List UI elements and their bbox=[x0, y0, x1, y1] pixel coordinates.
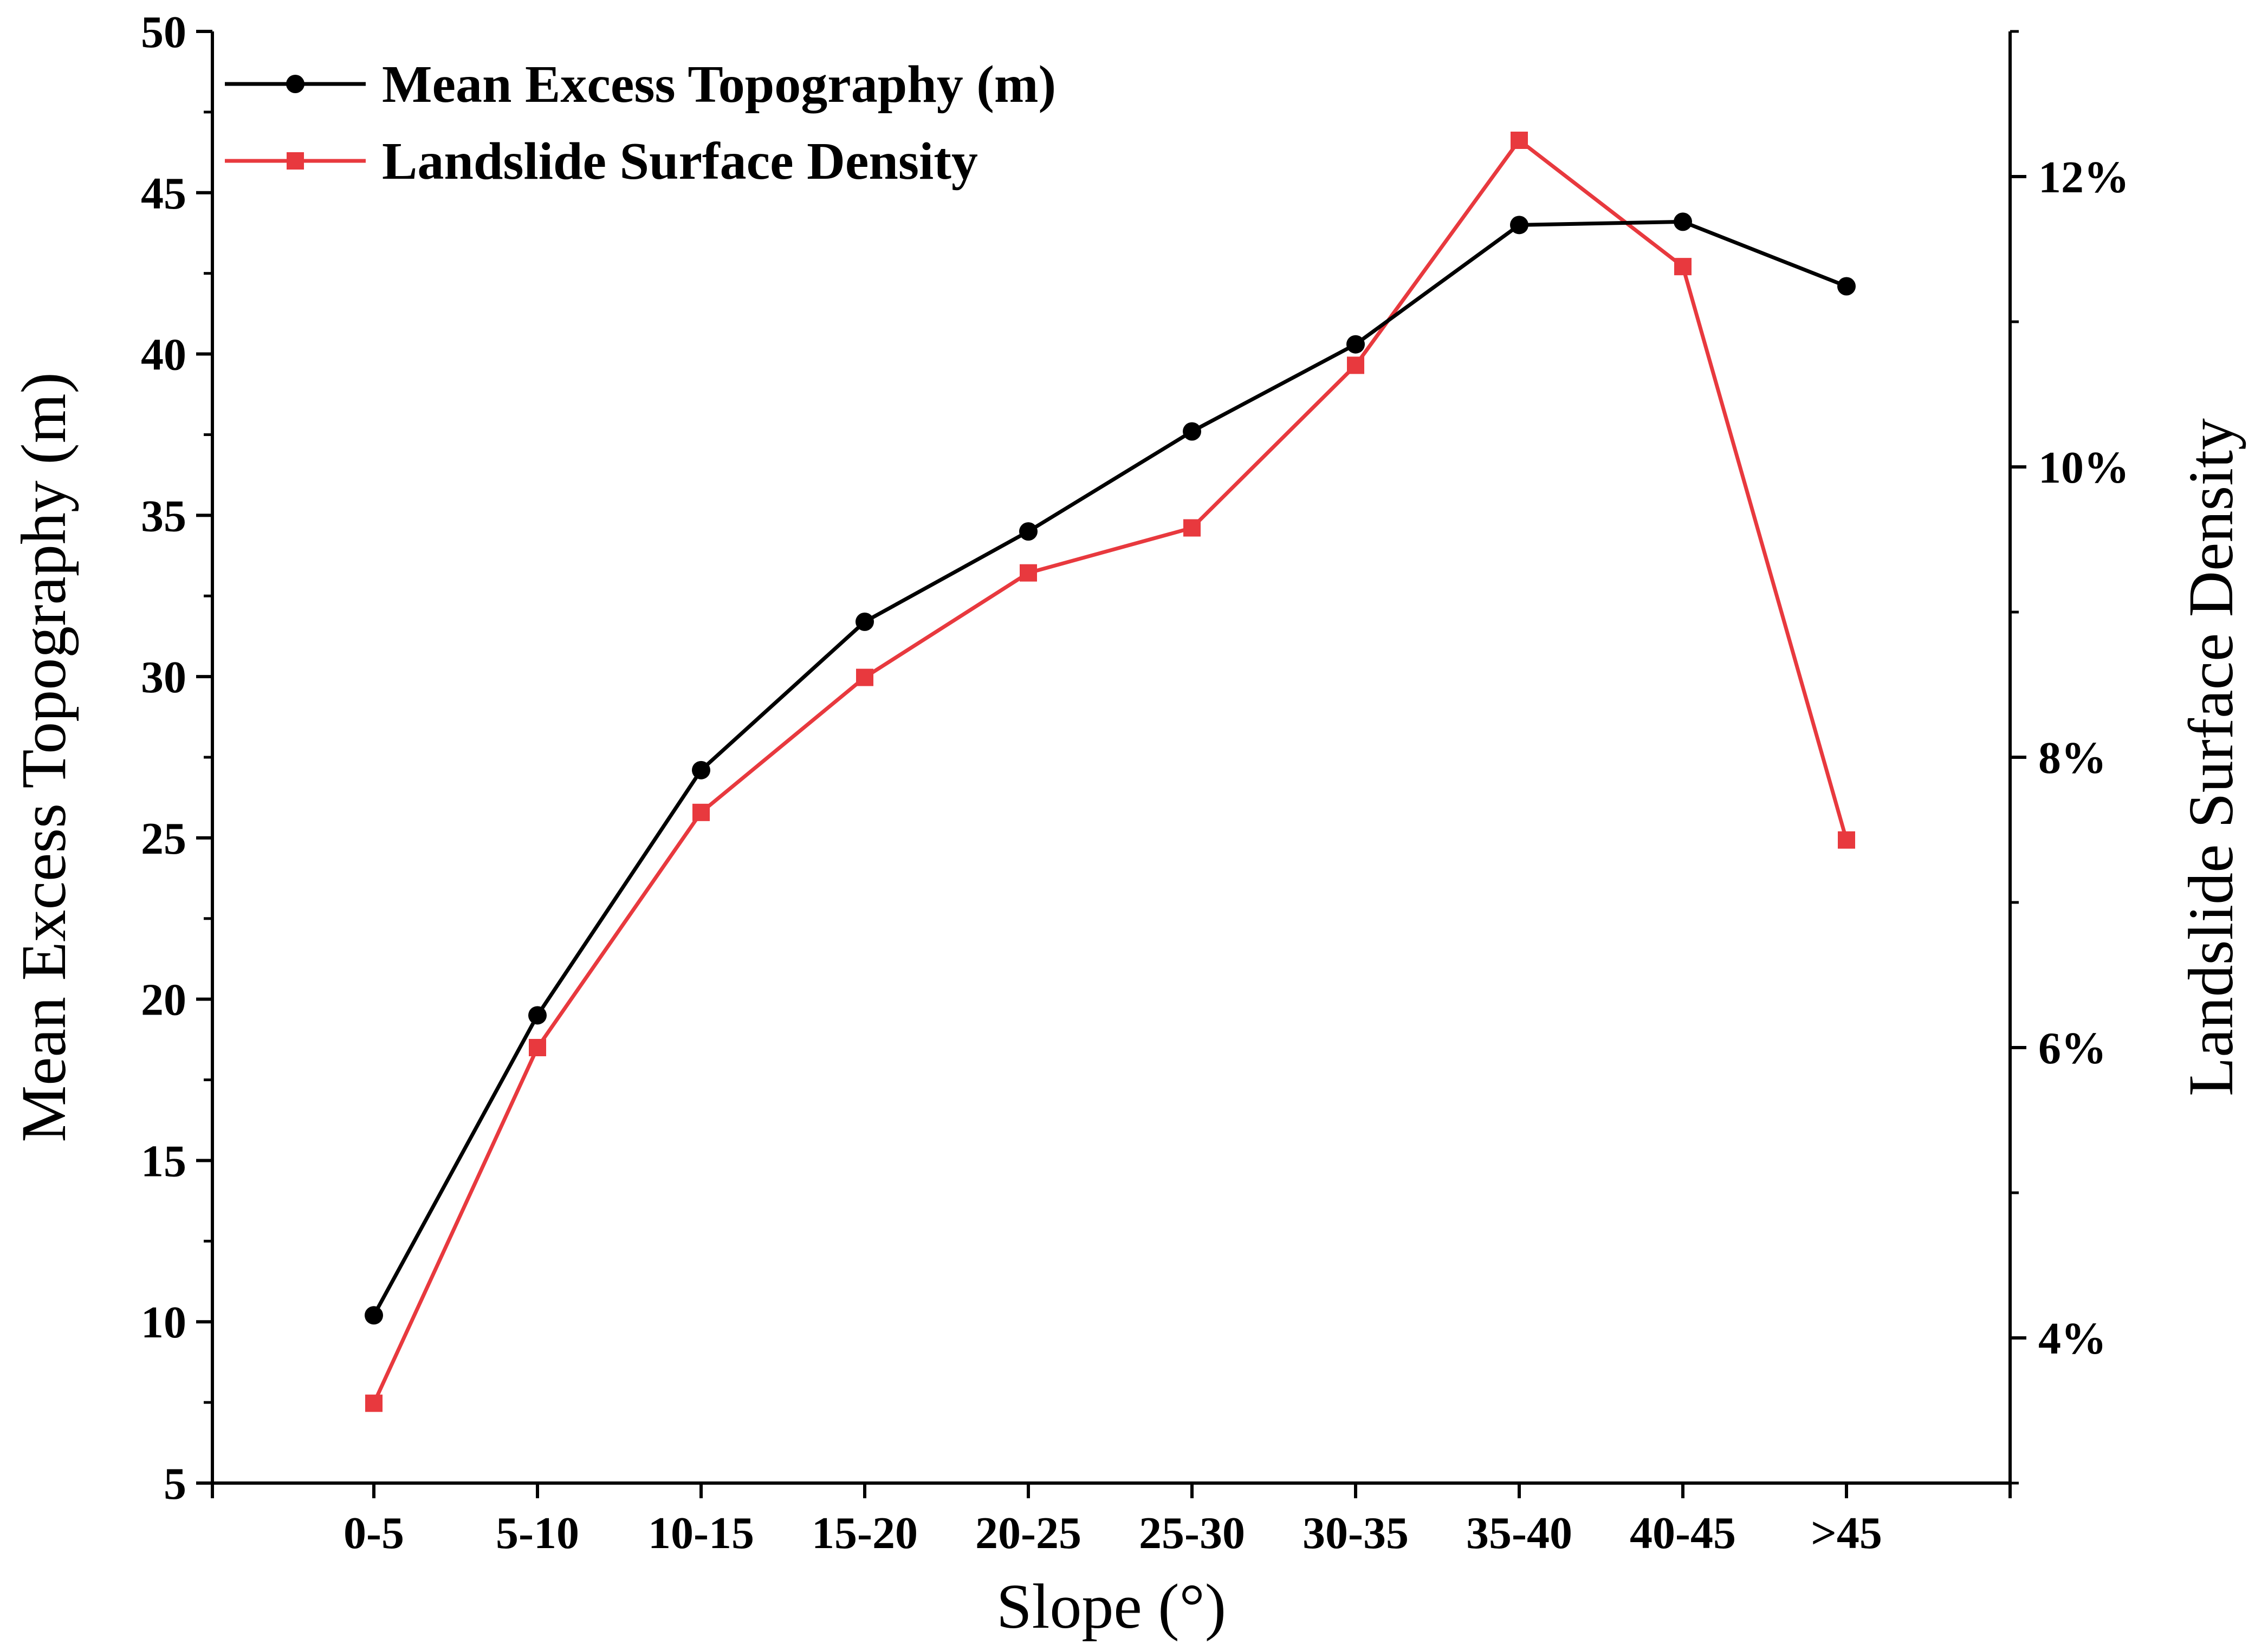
data-point-topography bbox=[1510, 216, 1528, 235]
y2-tick-label: 6% bbox=[2038, 1023, 2107, 1074]
x-tick-label: 0-5 bbox=[344, 1508, 404, 1558]
data-point-density bbox=[1347, 356, 1364, 374]
data-point-topography bbox=[1346, 335, 1365, 354]
data-point-topography bbox=[692, 760, 710, 779]
legend-swatch-marker bbox=[287, 152, 304, 170]
legend-label: Mean Excess Topography (m) bbox=[382, 55, 1056, 114]
data-point-topography bbox=[1837, 277, 1856, 296]
data-point-density bbox=[1183, 519, 1201, 537]
x-tick-label: 5-10 bbox=[496, 1508, 579, 1558]
x-tick-label: >45 bbox=[1811, 1508, 1882, 1558]
y2-axis-title: Landslide Surface Density bbox=[2175, 418, 2246, 1096]
y2-tick-label: 10% bbox=[2038, 443, 2129, 493]
data-point-density bbox=[1511, 132, 1528, 149]
y-axis-title: Mean Excess Topography (m) bbox=[8, 372, 79, 1142]
y-tick-label: 50 bbox=[141, 7, 186, 57]
data-point-density bbox=[1838, 831, 1855, 849]
data-point-density bbox=[529, 1039, 546, 1056]
data-point-density bbox=[365, 1394, 383, 1412]
y-tick-label: 15 bbox=[141, 1136, 186, 1186]
data-point-topography bbox=[528, 1006, 547, 1025]
data-point-density bbox=[856, 668, 873, 686]
legend: Mean Excess Topography (m) Landslide Surf… bbox=[225, 55, 1056, 191]
data-point-density bbox=[1020, 564, 1037, 582]
data-point-topography bbox=[365, 1306, 383, 1325]
x-tick-label: 35-40 bbox=[1466, 1508, 1572, 1558]
data-point-topography bbox=[1674, 212, 1692, 231]
y-tick-label: 30 bbox=[141, 652, 186, 703]
y-tick-label: 25 bbox=[141, 814, 186, 864]
y-tick-label: 20 bbox=[141, 975, 186, 1025]
y-tick-label: 5 bbox=[164, 1459, 186, 1509]
data-point-topography bbox=[856, 612, 874, 631]
data-point-density bbox=[1674, 258, 1692, 276]
data-point-density bbox=[692, 803, 710, 821]
axes: 5 10 15 20 25 30 35 40 45 50 4% 6% 8% 10% 12% 0-5 5-10 10… bbox=[8, 7, 2246, 1642]
y-tick-label: 45 bbox=[141, 168, 186, 219]
x-axis-title: Slope (°) bbox=[996, 1571, 1226, 1642]
y2-tick-label: 12% bbox=[2038, 152, 2129, 203]
series-line bbox=[372, 219, 1848, 1316]
y2-tick-label: 8% bbox=[2038, 733, 2107, 783]
legend-swatch-marker bbox=[286, 75, 304, 93]
x-tick-label: 40-45 bbox=[1630, 1508, 1736, 1558]
series-line bbox=[372, 138, 1849, 1405]
legend-label: Landslide Surface Density bbox=[382, 132, 978, 191]
y2-tick-label: 4% bbox=[2038, 1314, 2107, 1364]
data-point-topography bbox=[1183, 422, 1201, 441]
x-tick-label: 25-30 bbox=[1139, 1508, 1245, 1558]
series-layer bbox=[365, 132, 1856, 1412]
data-point-topography bbox=[1019, 522, 1038, 541]
x-tick-label: 20-25 bbox=[975, 1508, 1081, 1558]
y-tick-label: 10 bbox=[141, 1297, 186, 1348]
y-tick-label: 35 bbox=[141, 491, 186, 541]
x-tick-label: 10-15 bbox=[648, 1508, 754, 1558]
x-tick-label: 30-35 bbox=[1303, 1508, 1409, 1558]
y-tick-label: 40 bbox=[141, 330, 186, 380]
x-tick-label: 15-20 bbox=[812, 1508, 918, 1558]
